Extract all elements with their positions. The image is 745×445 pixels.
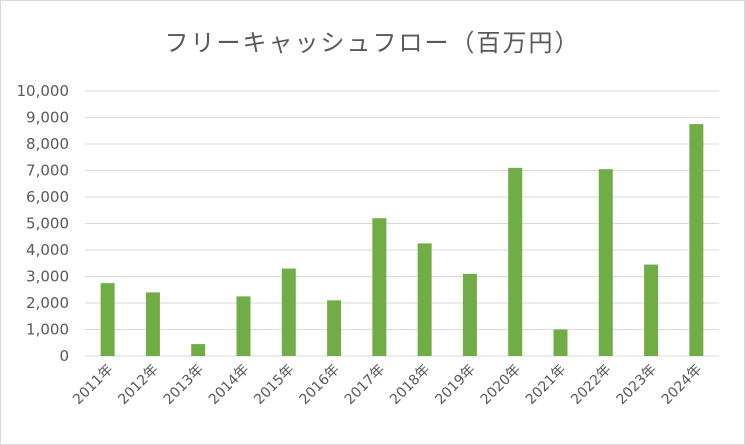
x-tick-label: 2017年 xyxy=(342,362,388,408)
x-tick-label: 2023年 xyxy=(613,362,659,408)
bar xyxy=(191,344,206,356)
bar xyxy=(508,167,523,356)
bar xyxy=(281,268,296,356)
y-tick-label: 0 xyxy=(59,347,69,365)
x-tick-label: 2022年 xyxy=(568,362,614,408)
x-tick-label: 2013年 xyxy=(161,362,207,408)
x-tick-label: 2021年 xyxy=(523,362,569,408)
bar xyxy=(327,300,342,356)
bar xyxy=(236,296,251,356)
bar xyxy=(553,329,568,356)
y-tick-label: 8,000 xyxy=(26,135,69,153)
bar xyxy=(598,169,613,356)
x-tick-label: 2018年 xyxy=(387,362,433,408)
x-tick-label: 2014年 xyxy=(206,362,252,408)
bar xyxy=(689,124,704,356)
bar xyxy=(145,292,160,356)
bar xyxy=(372,218,387,356)
y-tick-label: 7,000 xyxy=(26,162,69,180)
x-tick-label: 2011年 xyxy=(70,362,116,408)
bar xyxy=(462,273,477,356)
y-tick-label: 10,000 xyxy=(17,82,70,100)
x-tick-label: 2024年 xyxy=(659,362,705,408)
chart-title: フリーキャッシュフロー（百万円） xyxy=(164,29,581,57)
x-tick-label: 2015年 xyxy=(251,362,297,408)
y-tick-label: 2,000 xyxy=(26,294,69,312)
bar xyxy=(100,283,115,356)
bar xyxy=(644,264,659,356)
y-tick-label: 4,000 xyxy=(26,241,69,259)
x-tick-label: 2012年 xyxy=(115,362,161,408)
x-tick-label: 2019年 xyxy=(432,362,478,408)
y-tick-label: 6,000 xyxy=(26,188,69,206)
y-tick-label: 9,000 xyxy=(26,109,69,127)
y-tick-label: 5,000 xyxy=(26,215,69,233)
x-tick-label: 2020年 xyxy=(478,362,524,408)
y-tick-label: 3,000 xyxy=(26,268,69,286)
x-tick-label: 2016年 xyxy=(296,362,342,408)
y-tick-label: 1,000 xyxy=(26,321,69,339)
bar xyxy=(417,243,432,356)
